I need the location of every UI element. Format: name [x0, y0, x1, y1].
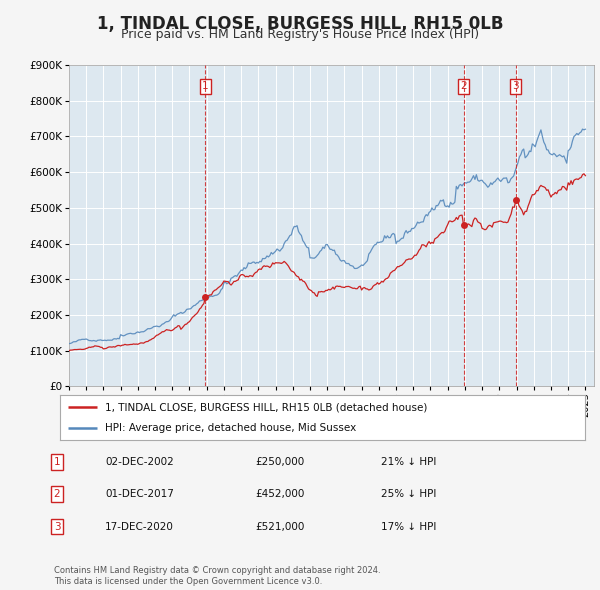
- Text: 1: 1: [202, 81, 209, 91]
- Text: 01-DEC-2017: 01-DEC-2017: [105, 489, 174, 499]
- Text: HPI: Average price, detached house, Mid Sussex: HPI: Average price, detached house, Mid …: [104, 424, 356, 434]
- Text: 1: 1: [53, 457, 61, 467]
- Text: 2: 2: [53, 489, 61, 499]
- Text: 2: 2: [460, 81, 467, 91]
- Text: This data is licensed under the Open Government Licence v3.0.: This data is licensed under the Open Gov…: [54, 577, 322, 586]
- Text: Contains HM Land Registry data © Crown copyright and database right 2024.: Contains HM Land Registry data © Crown c…: [54, 566, 380, 575]
- Text: 25% ↓ HPI: 25% ↓ HPI: [381, 489, 436, 499]
- Text: 02-DEC-2002: 02-DEC-2002: [105, 457, 174, 467]
- Text: 17% ↓ HPI: 17% ↓ HPI: [381, 522, 436, 532]
- Text: 17-DEC-2020: 17-DEC-2020: [105, 522, 174, 532]
- Text: 1, TINDAL CLOSE, BURGESS HILL, RH15 0LB (detached house): 1, TINDAL CLOSE, BURGESS HILL, RH15 0LB …: [104, 402, 427, 412]
- Text: £452,000: £452,000: [255, 489, 304, 499]
- Text: 21% ↓ HPI: 21% ↓ HPI: [381, 457, 436, 467]
- Text: Price paid vs. HM Land Registry's House Price Index (HPI): Price paid vs. HM Land Registry's House …: [121, 28, 479, 41]
- Text: £250,000: £250,000: [255, 457, 304, 467]
- Text: 3: 3: [53, 522, 61, 532]
- Text: 1, TINDAL CLOSE, BURGESS HILL, RH15 0LB: 1, TINDAL CLOSE, BURGESS HILL, RH15 0LB: [97, 15, 503, 33]
- Text: £521,000: £521,000: [255, 522, 304, 532]
- Text: 3: 3: [512, 81, 519, 91]
